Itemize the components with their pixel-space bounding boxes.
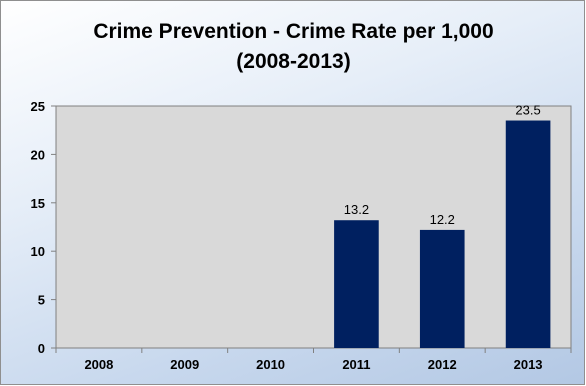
bar-2012 xyxy=(419,229,465,348)
x-tick-label-2008: 2008 xyxy=(84,357,113,372)
x-tick-label-2013: 2013 xyxy=(514,357,543,372)
data-label-2013: 23.5 xyxy=(515,103,540,118)
plot-area xyxy=(55,105,572,349)
y-tick-label: 0 xyxy=(38,341,45,356)
y-tick-label: 25 xyxy=(31,99,45,114)
bar-2013 xyxy=(505,120,551,349)
data-label-2012: 12.2 xyxy=(430,212,455,227)
x-tick-label-2009: 2009 xyxy=(170,357,199,372)
x-tick-label-2010: 2010 xyxy=(256,357,285,372)
bar-2011 xyxy=(334,220,379,348)
chart-title: Crime Prevention - Crime Rate per 1,000 … xyxy=(1,17,586,77)
x-tick-label-2011: 2011 xyxy=(342,357,370,372)
y-tick-label: 10 xyxy=(31,244,45,259)
y-tick-label: 5 xyxy=(38,293,45,308)
y-tick-label: 20 xyxy=(31,147,45,162)
chart-title-line-1: Crime Prevention - Crime Rate per 1,000 xyxy=(93,20,494,43)
data-label-2011: 13.2 xyxy=(344,202,369,217)
y-tick-label: 15 xyxy=(31,196,45,211)
x-tick-label-2012: 2012 xyxy=(428,357,457,372)
chart-title-line-2: (2008-2013) xyxy=(236,50,351,73)
